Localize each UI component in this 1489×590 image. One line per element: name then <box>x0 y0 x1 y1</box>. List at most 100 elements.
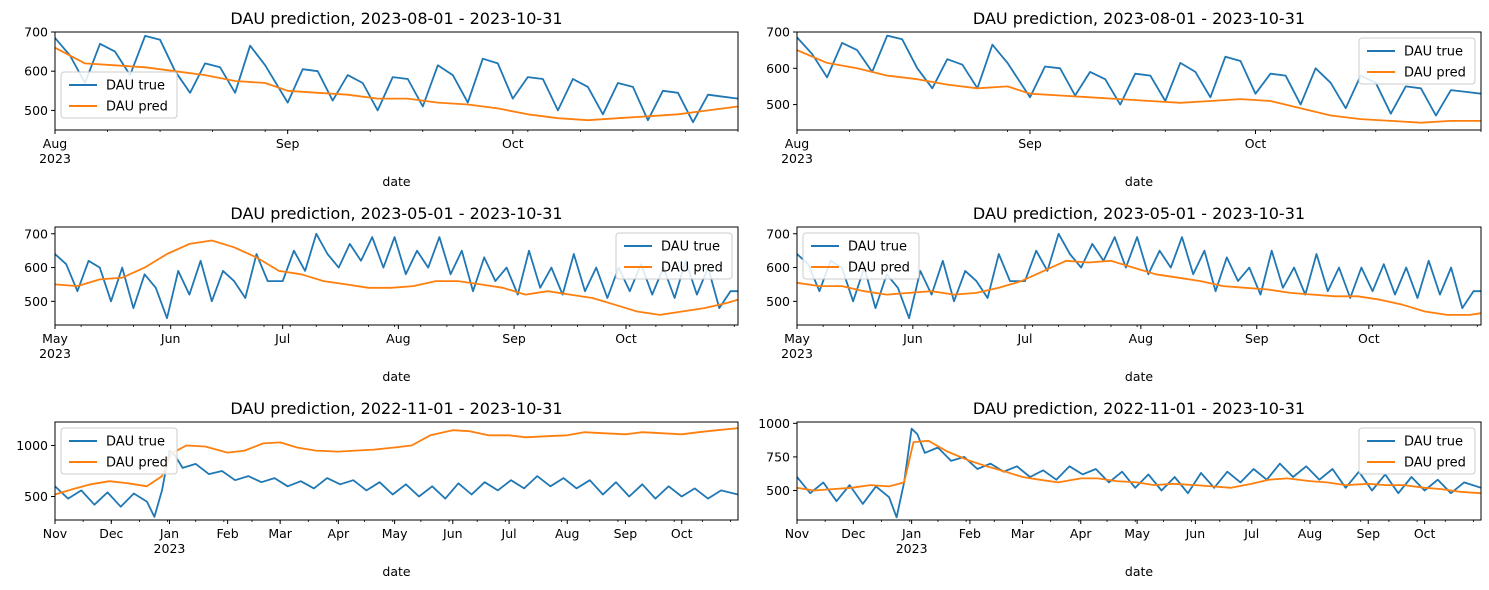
x-tick-label: Jan <box>159 526 179 541</box>
chart-panel-2: DAU prediction, 2023-08-01 - 2023-10-31 5… <box>766 9 1482 189</box>
chart-panel-6: DAU prediction, 2022-11-01 - 2023-10-31 5… <box>758 399 1482 579</box>
x-tick-label: Oct <box>1358 331 1380 346</box>
y-tick-label: 1000 <box>758 416 790 431</box>
x-axis-label: date <box>1125 174 1153 189</box>
y-tick-label: 500 <box>766 483 790 498</box>
chart-title: DAU prediction, 2023-08-01 - 2023-10-31 <box>973 9 1305 28</box>
axes-frame <box>796 31 1482 131</box>
x-tick-label: May <box>382 526 408 541</box>
x-tick-year-label: 2023 <box>154 541 186 556</box>
legend: DAU true DAU pred <box>802 232 920 280</box>
x-axis-label: date <box>1125 369 1153 384</box>
series-line-true <box>55 232 738 320</box>
legend-label-true: DAU true <box>848 240 907 255</box>
x-tick-year-label: 2023 <box>39 346 71 361</box>
y-tick-label: 500 <box>24 294 48 309</box>
x-tick-label: Sep <box>1018 136 1042 151</box>
x-tick-label: Aug <box>386 331 410 346</box>
x-tick-label: Sep <box>614 526 638 541</box>
x-tick-label: Jul <box>274 331 290 346</box>
chart-title: DAU prediction, 2023-05-01 - 2023-10-31 <box>230 204 562 223</box>
y-tick-label: 500 <box>24 489 48 504</box>
x-axis-label: date <box>382 564 410 579</box>
x-tick-year-label: 2023 <box>781 346 813 361</box>
x-tick-label: Sep <box>276 136 300 151</box>
y-tick-label: 500 <box>24 103 48 118</box>
chart-title: DAU prediction, 2022-11-01 - 2023-10-31 <box>973 399 1305 418</box>
y-tick-label: 750 <box>766 449 790 464</box>
axes-frame <box>796 421 1482 521</box>
chart-panel-4: DAU prediction, 2023-05-01 - 2023-10-31 5… <box>766 204 1482 384</box>
x-tick-label: Oct <box>502 136 524 151</box>
x-tick-label: May <box>1124 526 1150 541</box>
x-axis-label: date <box>382 174 410 189</box>
series-line-pred <box>797 259 1481 316</box>
axes-frame <box>54 421 739 521</box>
x-axis-label: date <box>1125 564 1153 579</box>
chart-panel-1: DAU prediction, 2023-08-01 - 2023-10-31 5… <box>24 9 739 189</box>
legend: DAU true DAU pred <box>1358 37 1476 85</box>
x-tick-label: Nov <box>43 526 68 541</box>
chart-title: DAU prediction, 2023-08-01 - 2023-10-31 <box>230 9 562 28</box>
x-tick-label: May <box>42 331 68 346</box>
y-tick-label: 600 <box>24 260 48 275</box>
x-tick-label: Nov <box>785 526 810 541</box>
x-tick-label: Jun <box>1185 526 1206 541</box>
x-tick-year-label: 2023 <box>39 151 71 166</box>
axes-frame <box>796 226 1482 326</box>
legend-label-pred: DAU pred <box>1404 456 1466 471</box>
series-line-true <box>55 35 738 124</box>
series-line-pred <box>797 439 1481 495</box>
legend-label-true: DAU true <box>1404 435 1463 450</box>
x-tick-label: Oct <box>1245 136 1267 151</box>
x-tick-label: Jul <box>1243 526 1259 541</box>
legend-label-pred: DAU pred <box>848 261 910 276</box>
x-tick-label: Jan <box>901 526 921 541</box>
x-tick-label: Mar <box>1011 526 1035 541</box>
x-tick-year-label: 2023 <box>781 151 813 166</box>
x-tick-label: Dec <box>841 526 865 541</box>
y-tick-label: 600 <box>766 61 790 76</box>
x-tick-label: Mar <box>268 526 292 541</box>
x-tick-label: Sep <box>1245 331 1269 346</box>
y-tick-label: 600 <box>766 260 790 275</box>
x-tick-label: Jul <box>501 526 517 541</box>
x-tick-label: Jun <box>442 526 463 541</box>
series-line-pred <box>55 239 738 316</box>
y-tick-label: 500 <box>766 97 790 112</box>
axes-frame <box>54 226 739 326</box>
legend: DAU true DAU pred <box>60 427 178 475</box>
chart-panel-3: DAU prediction, 2023-05-01 - 2023-10-31 5… <box>24 204 739 384</box>
axes-frame <box>54 31 739 131</box>
chart-title: DAU prediction, 2022-11-01 - 2023-10-31 <box>230 399 562 418</box>
x-tick-label: Aug <box>1129 331 1153 346</box>
x-axis-label: date <box>382 369 410 384</box>
y-tick-label: 700 <box>766 25 790 40</box>
legend-label-pred: DAU pred <box>661 261 723 276</box>
x-tick-label: Apr <box>328 526 350 541</box>
y-tick-label: 1000 <box>16 438 48 453</box>
x-tick-label: Jul <box>1016 331 1032 346</box>
legend-label-true: DAU true <box>1404 45 1463 60</box>
y-tick-label: 600 <box>24 64 48 79</box>
x-tick-label: Feb <box>959 526 981 541</box>
x-tick-label: Aug <box>43 136 67 151</box>
x-tick-label: Jun <box>902 331 923 346</box>
y-tick-label: 700 <box>766 226 790 241</box>
x-tick-label: Jun <box>160 331 181 346</box>
legend-label-pred: DAU pred <box>106 456 168 471</box>
legend-label-true: DAU true <box>106 435 165 450</box>
y-tick-label: 700 <box>24 226 48 241</box>
x-tick-label: Sep <box>1356 526 1380 541</box>
series-line-true <box>797 232 1481 320</box>
legend: DAU true DAU pred <box>60 71 178 119</box>
x-tick-label: Oct <box>1414 526 1436 541</box>
x-tick-label: Aug <box>785 136 809 151</box>
chart-title: DAU prediction, 2023-05-01 - 2023-10-31 <box>973 204 1305 223</box>
x-tick-label: Feb <box>217 526 239 541</box>
legend-label-true: DAU true <box>661 240 720 255</box>
legend-label-true: DAU true <box>106 79 165 94</box>
legend-label-pred: DAU pred <box>106 100 168 115</box>
y-tick-label: 700 <box>24 25 48 40</box>
